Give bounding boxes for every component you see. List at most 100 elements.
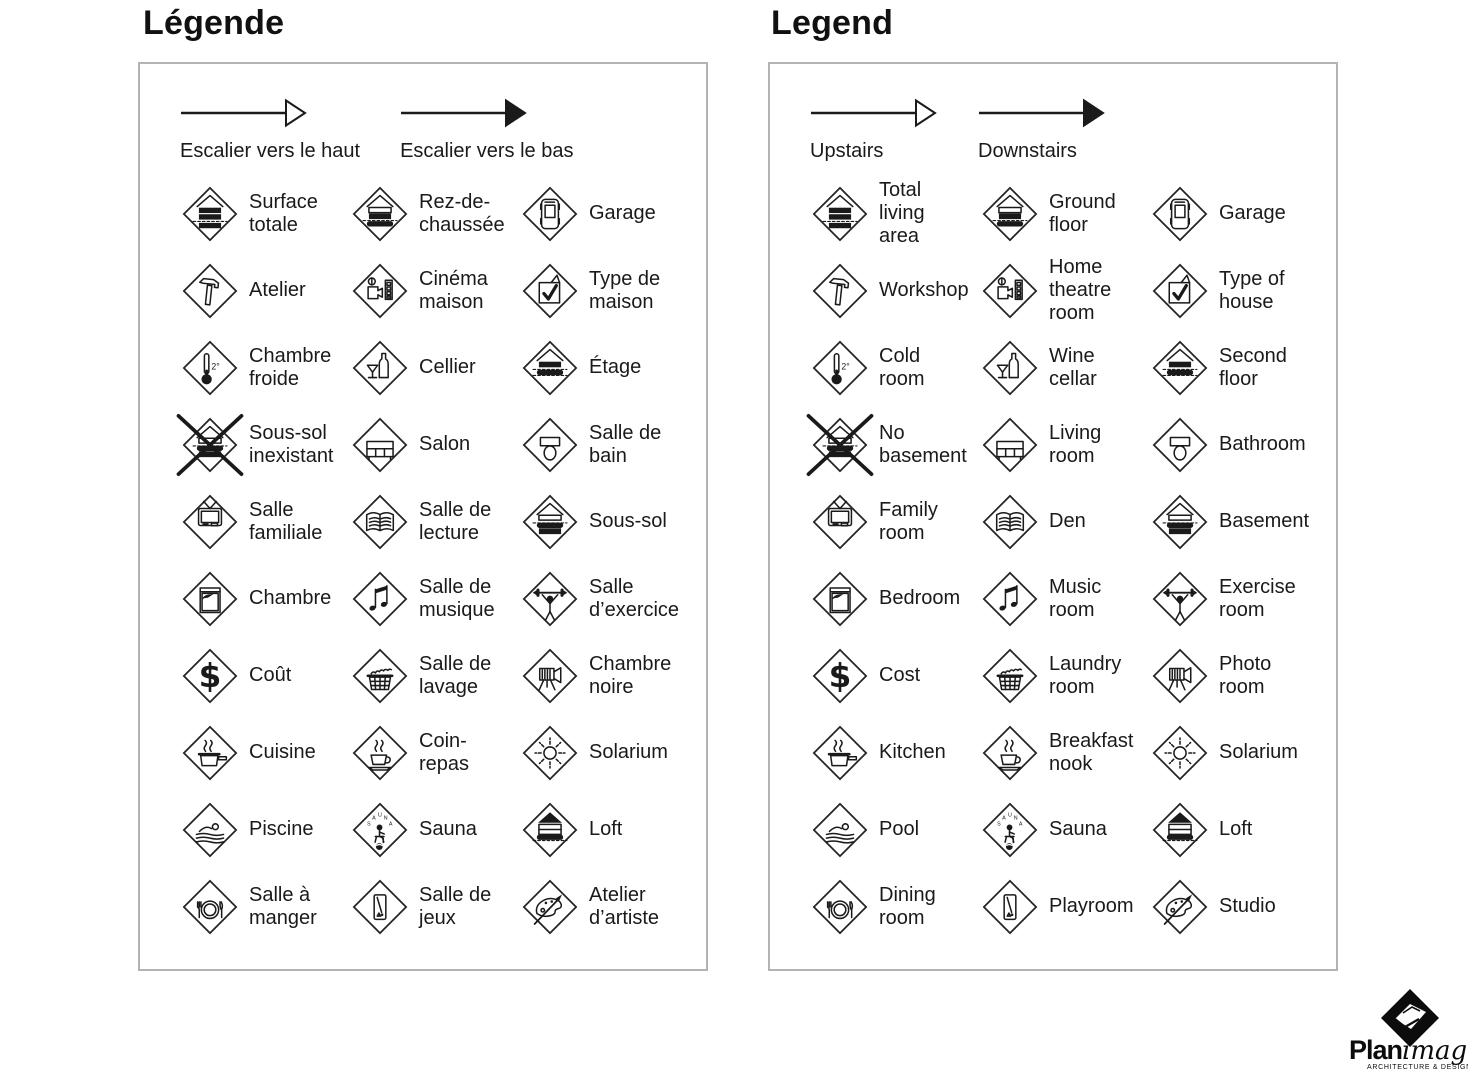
cold-room-icon-graphic: 2°: [812, 340, 868, 395]
type-of-house-icon: [522, 263, 578, 319]
solarium-icon-graphic: [1152, 725, 1208, 780]
legend-item-label: Living room: [1049, 421, 1102, 467]
legend-item-label: Sauna: [419, 818, 477, 840]
svg-text:N: N: [384, 815, 388, 821]
wine-cellar-icon-graphic: [352, 340, 408, 395]
legend-item-label: Atelier: [249, 279, 306, 301]
stair-label: Downstairs: [978, 140, 1077, 162]
type-of-house-icon-graphic: [1152, 263, 1208, 318]
svg-text:N: N: [1014, 815, 1018, 821]
home-theatre-icon: [982, 263, 1038, 319]
music-room-icon: [352, 571, 408, 627]
stairs-down-arrow-icon: [400, 98, 528, 132]
cold-room-icon: 2°: [812, 340, 868, 396]
legend-item-studio: Studio: [1152, 879, 1336, 935]
legend-item-bathroom: Salle de bain: [522, 417, 706, 473]
basement-icon: [522, 494, 578, 550]
studio-icon: [1152, 879, 1208, 935]
exercise-room-icon: [522, 571, 578, 627]
bathroom-icon-graphic: [1152, 417, 1208, 472]
legend-item-photo-room: Chambre noire: [522, 648, 706, 704]
bathroom-icon-graphic: [522, 417, 578, 472]
legend-item-sauna: S A U N A Sauna: [982, 802, 1152, 858]
legend-item-label: Music room: [1049, 575, 1102, 621]
wine-cellar-icon-graphic: [982, 340, 1038, 395]
legend-item-label: Dining room: [879, 883, 936, 929]
legend-item-label: Chambre froide: [249, 344, 332, 390]
second-floor-icon-graphic: [1152, 340, 1208, 395]
stairs-up-arrow-icon: [810, 98, 938, 132]
solarium-icon-graphic: [522, 725, 578, 780]
legend-item-bedroom: Chambre: [182, 571, 352, 627]
exercise-room-icon-graphic: [522, 571, 578, 626]
svg-text:A: A: [389, 821, 393, 827]
svg-text:2°: 2°: [211, 361, 219, 371]
den-icon-graphic: [982, 494, 1038, 549]
legend-item-label: Étage: [589, 356, 642, 378]
wine-cellar-icon: [982, 340, 1038, 396]
total-living-area-icon: [812, 186, 868, 242]
music-room-icon: [982, 571, 1038, 627]
ground-floor-icon-graphic: [982, 186, 1038, 241]
total-living-area-icon-graphic: [812, 186, 868, 241]
legend-item-label: Salle de bain: [589, 421, 662, 467]
workshop-icon-graphic: [182, 263, 238, 318]
kitchen-icon: [182, 725, 238, 781]
legend-item-label: Cellier: [419, 356, 476, 378]
legend-item-dining-room: Salle à manger: [182, 879, 352, 935]
legend-item-label: Garage: [589, 202, 656, 224]
legend-item-label: Salle de musique: [419, 575, 495, 621]
stair-entry-stairs-down-arrow: Escalier vers le bas: [400, 98, 573, 163]
type-of-house-icon: [1152, 263, 1208, 319]
laundry-room-icon: [982, 648, 1038, 704]
logo-roof-line: [1402, 1006, 1421, 1014]
legend-item-label: Salle de jeux: [419, 883, 492, 929]
cost-icon: $: [812, 648, 868, 704]
legend-item-label: Wine cellar: [1049, 344, 1097, 390]
legend-item-label: Basement: [1219, 510, 1310, 532]
music-room-icon-graphic: [352, 571, 408, 626]
family-room-icon-graphic: [182, 494, 238, 549]
stairs-legend-row: Escalier vers le haut Escalier vers le ba…: [140, 64, 706, 163]
svg-text:$: $: [199, 657, 222, 695]
logo-house-line: [1394, 1018, 1420, 1029]
legend-item-breakfast-nook: Coin- repas: [352, 725, 522, 781]
no-basement-icon-graphic: [806, 413, 874, 476]
legend-panel-en: Upstairs Downstairs Total living area Groun…: [768, 62, 1338, 971]
legend-item-loft: Loft: [522, 802, 706, 858]
legend-item-label: Salle familiale: [249, 498, 323, 544]
stairs-legend-row: Upstairs Downstairs: [770, 64, 1336, 163]
legend-item-music-room: Music room: [982, 571, 1152, 627]
legend-item-label: Garage: [1219, 202, 1286, 224]
legend-item-label: Kitchen: [879, 741, 946, 763]
logo-tagline: ARCHITECTURE & DESIGN: [1367, 1064, 1468, 1071]
legend-item-pool: Pool: [812, 802, 982, 858]
legend-item-type-of-house: Type de maison: [522, 263, 706, 319]
legend-item-cold-room: 2° Cold room: [812, 340, 982, 396]
legend-item-label: Loft: [589, 818, 623, 840]
legend-item-laundry-room: Laundry room: [982, 648, 1152, 704]
legend-item-family-room: Family room: [812, 494, 982, 550]
playroom-icon: [352, 879, 408, 935]
legend-item-loft: Loft: [1152, 802, 1336, 858]
stair-label: Escalier vers le haut: [180, 140, 361, 162]
bedroom-icon: [182, 571, 238, 627]
legend-item-playroom: Playroom: [982, 879, 1152, 935]
family-room-icon: [182, 494, 238, 550]
loft-icon: [522, 802, 578, 858]
legend-item-label: Bathroom: [1219, 433, 1306, 455]
legend-item-living-room: Salon: [352, 417, 522, 473]
breakfast-nook-icon: [352, 725, 408, 781]
legend-item-label: Cold room: [879, 344, 925, 390]
legend-item-garage: Garage: [522, 186, 706, 242]
legend-item-label: Studio: [1219, 895, 1276, 917]
legend-item-label: Solarium: [589, 741, 668, 763]
legend-item-bedroom: Bedroom: [812, 571, 982, 627]
studio-icon: [522, 879, 578, 935]
legend-item-label: Salon: [419, 433, 471, 455]
bedroom-icon-graphic: [182, 571, 238, 626]
bedroom-icon: [812, 571, 868, 627]
legend-grid: Total living area Ground floor Garage Works…: [770, 163, 1336, 945]
legend-item-kitchen: Cuisine: [182, 725, 352, 781]
